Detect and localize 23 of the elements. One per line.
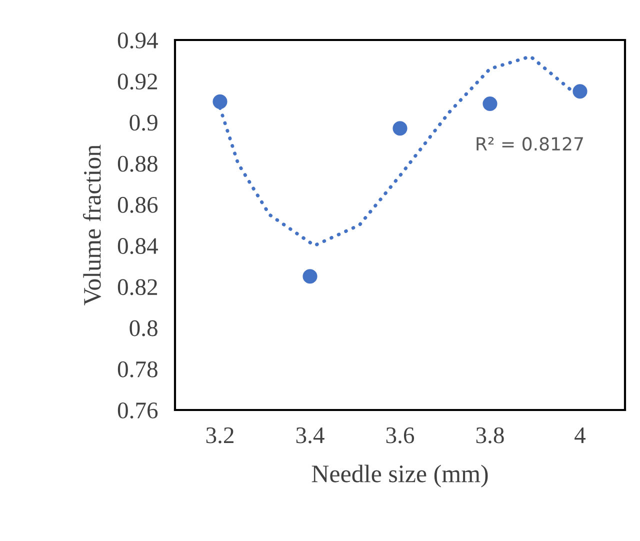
y-tick-label: 0.76: [118, 402, 158, 419]
y-tick-label: 0.94: [118, 32, 158, 49]
point: [392, 121, 408, 136]
annotation: R² = 0.8127: [476, 137, 583, 151]
y-tick-label: 0.78: [118, 361, 158, 378]
x-tick-label: 4: [574, 428, 586, 444]
y-tick-label: 0.86: [118, 196, 158, 213]
y-tick-label: 0.8: [130, 320, 158, 336]
y-tick-label: 0.88: [118, 156, 158, 172]
y-tick-label: 0.82: [118, 279, 158, 296]
point: [212, 94, 228, 109]
y-tick-label: 0.9: [130, 114, 158, 131]
x-axis-title: Needle size (mm): [312, 464, 488, 488]
point: [482, 96, 498, 112]
point: [572, 84, 588, 99]
y-tick-label: 0.84: [118, 238, 158, 254]
x-tick-label: 3.8: [476, 427, 504, 444]
y-axis-title: Volume fraction: [82, 144, 101, 306]
point: [302, 269, 318, 284]
x-tick-label: 3.6: [386, 427, 414, 444]
y-tick-label: 0.92: [118, 74, 158, 90]
x-tick-label: 3.4: [296, 427, 324, 444]
x-tick-label: 3.2: [206, 427, 234, 444]
